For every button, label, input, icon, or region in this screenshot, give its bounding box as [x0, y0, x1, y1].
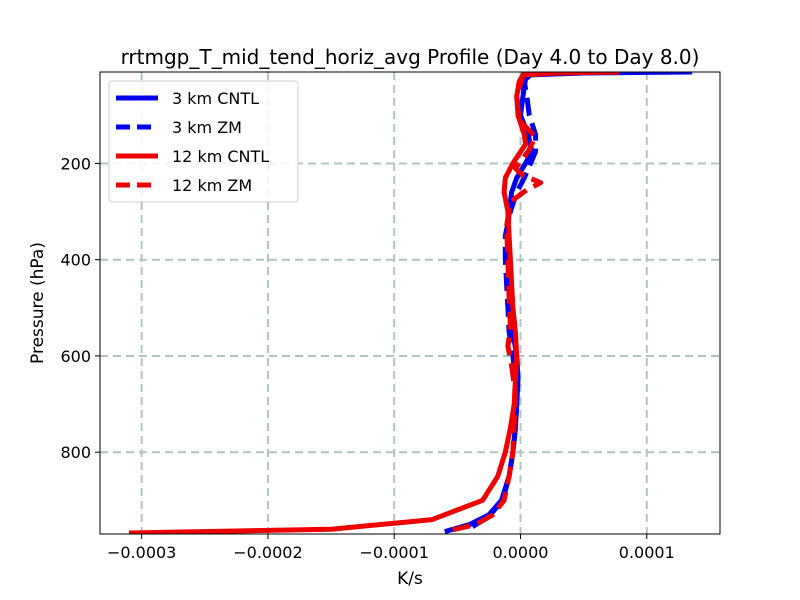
x-axis: −0.0003 −0.0002 −0.0001 0.0000 0.0001: [107, 534, 675, 562]
x-tick-label: 0.0001: [619, 543, 675, 562]
legend-label: 3 km CNTL: [172, 89, 259, 108]
legend-label: 3 km ZM: [172, 118, 242, 137]
grid: [100, 72, 720, 534]
legend: 3 km CNTL 3 km ZM 12 km CNTL 12 km ZM: [108, 80, 299, 203]
legend-label: 12 km ZM: [172, 176, 252, 195]
series-group: [128, 72, 693, 534]
y-axis-label: Pressure (hPa): [28, 242, 48, 364]
y-tick-label: 200: [60, 154, 91, 173]
x-tick-label: −0.0001: [360, 543, 429, 562]
y-tick-label: 600: [60, 347, 91, 366]
y-tick-label: 800: [60, 443, 91, 462]
x-tick-label: −0.0003: [107, 543, 176, 562]
y-tick-label: 400: [60, 251, 91, 270]
legend-frame: [108, 80, 299, 203]
chart-title: rrtmgp_T_mid_tend_horiz_avg Profile (Day…: [121, 45, 700, 69]
plot-series: [128, 72, 693, 534]
x-axis-label: K/s: [397, 569, 423, 589]
x-tick-label: −0.0002: [233, 543, 302, 562]
x-tick-label: 0.0000: [492, 543, 548, 562]
y-axis: 200 400 600 800: [60, 154, 100, 462]
legend-label: 12 km CNTL: [172, 147, 269, 166]
series-line-12-km-zm: [444, 72, 544, 534]
plot-frame: [99, 71, 721, 535]
